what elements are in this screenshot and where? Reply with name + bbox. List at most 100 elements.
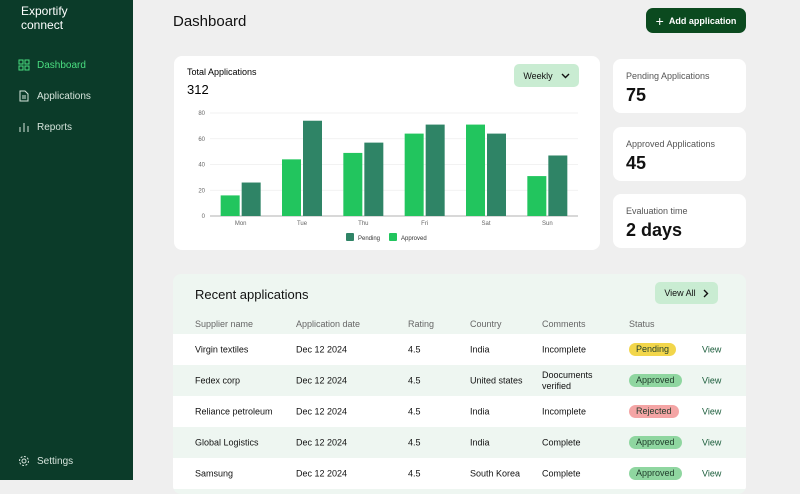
legend-swatch — [346, 233, 354, 241]
brand: Exportify connect — [21, 4, 68, 32]
icon — [19, 456, 29, 466]
table-cell: Complete — [542, 437, 581, 447]
y-tick-label: 20 — [198, 188, 205, 194]
bar — [466, 124, 485, 216]
nav-label: Settings — [37, 455, 74, 467]
column-header: Application date — [296, 319, 361, 329]
table-cell: Virgin textiles — [195, 344, 249, 354]
view-all-button[interactable]: View All — [655, 282, 718, 304]
legend-label: Pending — [358, 236, 380, 242]
table-cell: 4.5 — [408, 437, 421, 447]
bar — [364, 142, 384, 216]
table-cell: Dec 12 2024 — [296, 375, 348, 385]
nav-item[interactable]: Reports — [18, 121, 72, 133]
table-cell: Reliance petroleum — [195, 406, 273, 416]
column-header: Country — [470, 319, 502, 329]
table-cell: Dec 12 2024 — [296, 437, 348, 447]
view-link[interactable]: View — [702, 437, 722, 447]
nav-item[interactable]: Applications — [18, 90, 91, 102]
column-header: Supplier name — [195, 319, 254, 329]
chevron — [561, 73, 570, 78]
y-tick-label: 60 — [198, 137, 205, 143]
icon — [19, 90, 29, 102]
page: Exportify connect Dashboard Applications… — [0, 0, 746, 489]
period-dropdown[interactable]: Weekly — [514, 64, 579, 87]
stat-label: Pending Applications — [626, 71, 710, 81]
table-cell: 4.5 — [408, 468, 421, 478]
table-cell: India — [470, 406, 490, 416]
column-header: Comments — [542, 319, 586, 329]
chart: Total Applications 312 0 20 40 60 80 Mon Tue Th… — [187, 67, 578, 242]
y-tick-label: 80 — [198, 111, 205, 117]
bar — [548, 155, 568, 216]
bar — [220, 195, 240, 216]
table-title: Recent applications — [195, 287, 309, 302]
icon — [18, 59, 30, 71]
table-cell: United states — [470, 375, 523, 385]
stat-card: Approved Applications 45 — [613, 127, 746, 181]
nav-item[interactable]: Dashboard — [18, 59, 86, 71]
x-tick-label: Fri — [421, 221, 428, 227]
x-tick-label: Tue — [297, 221, 308, 227]
table-cell: South Korea — [470, 468, 521, 478]
chart-card: Total Applications 312 0 20 40 60 80 Mon Tue Th… — [174, 56, 600, 250]
table-cell: India — [470, 344, 490, 354]
view-link[interactable]: View — [702, 468, 722, 478]
table-cell: 4.5 — [408, 375, 421, 385]
icon — [19, 123, 29, 132]
table-cell: Incomplete — [542, 344, 587, 354]
button-label: Add application — [668, 15, 737, 26]
table-card: Recent applications View All Supplier na… — [173, 274, 746, 494]
status-badge: Rejected — [629, 405, 679, 418]
nav-label: Dashboard — [37, 59, 86, 71]
stat-label: Evaluation time — [626, 206, 688, 216]
bar — [303, 120, 322, 216]
legend-label: Approved — [401, 236, 427, 242]
add-button[interactable]: + Add application — [646, 8, 746, 33]
status-badge: Pending — [629, 343, 677, 356]
status-badge: Approved — [629, 374, 682, 387]
bar — [527, 176, 547, 216]
bar — [487, 133, 506, 216]
bar — [282, 159, 301, 216]
table-cell: Dec 12 2024 — [296, 344, 348, 354]
page-title: Dashboard — [173, 13, 247, 30]
nav-label: Reports — [37, 121, 73, 133]
column-header: Status — [629, 319, 655, 329]
x-tick-label: Mon — [235, 221, 247, 227]
plus-icon: + — [655, 12, 664, 29]
chart-title: Total Applications — [187, 67, 257, 77]
table-row: Samsung Dec 12 2024 4.5 South Korea Complete… — [173, 458, 746, 489]
view-link[interactable]: View — [702, 375, 722, 385]
view-link[interactable]: View — [702, 344, 722, 354]
bar — [343, 152, 363, 216]
view-link[interactable]: View — [702, 406, 722, 416]
y-tick-label: 0 — [202, 214, 206, 220]
nav-item[interactable]: Settings — [18, 455, 73, 467]
table-row: Reliance petroleum Dec 12 2024 4.5 India Inc… — [173, 396, 746, 427]
table-cell: 4.5 — [408, 406, 421, 416]
table-row: Global Logistics Dec 12 2024 4.5 India Compl… — [173, 427, 746, 458]
button-label: View All — [664, 288, 696, 298]
status-badge: Approved — [629, 467, 682, 480]
stat-card: Pending Applications 75 — [613, 59, 746, 113]
dropdown-label: Weekly — [523, 70, 553, 81]
stat-label: Approved Applications — [626, 139, 716, 149]
bar — [425, 124, 445, 216]
stat-value: 45 — [626, 153, 647, 173]
table-cell: 4.5 — [408, 344, 421, 354]
y-tick-label: 40 — [198, 163, 205, 169]
chart-total: 312 — [187, 82, 209, 97]
stat-value: 75 — [626, 85, 647, 105]
table-cell: Incomplete — [542, 406, 587, 416]
bar — [241, 182, 261, 216]
sidebar: Exportify connect Dashboard Applications… — [0, 0, 133, 480]
table-cell: Samsung — [195, 468, 234, 478]
chevron — [703, 289, 709, 297]
legend-swatch — [389, 233, 397, 241]
column-header: Rating — [408, 319, 435, 329]
table-row: Virgin textiles Dec 12 2024 4.5 India Incomp… — [173, 334, 746, 365]
x-tick-label: Thu — [358, 221, 368, 227]
table-row: Fedex corp Dec 12 2024 4.5 United states Doo… — [173, 365, 746, 396]
nav-label: Applications — [37, 90, 91, 102]
